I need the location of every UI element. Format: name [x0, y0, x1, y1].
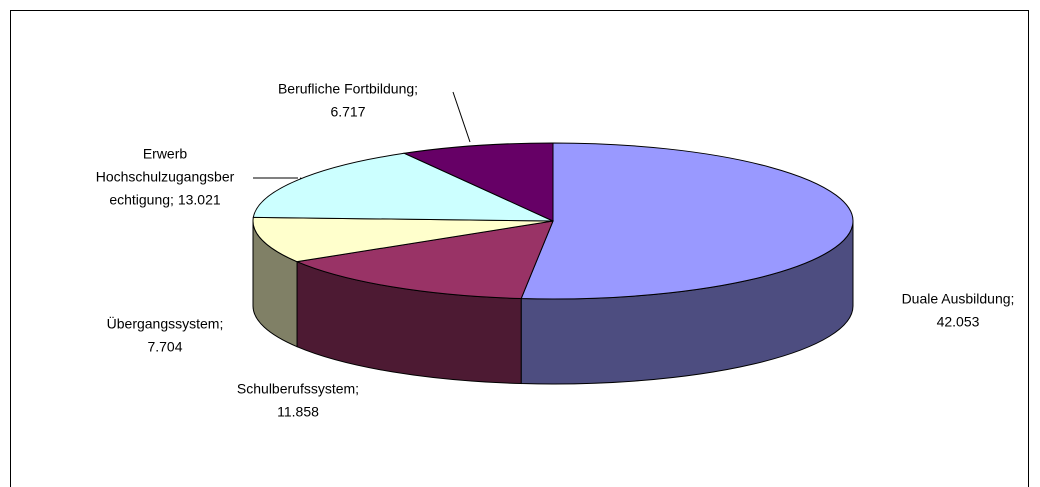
- wedge: [252, 152, 554, 222]
- data-label-line: 7.704: [147, 339, 182, 355]
- data-label: Übergangssystem; 7.704: [107, 315, 224, 355]
- data-label-line: echtigung; 13.021: [109, 192, 221, 208]
- data-label-line: 42.053: [937, 314, 980, 330]
- data-label-line: Hochschulzugangsber: [96, 169, 235, 185]
- data-label-line: Berufliche Fortbildung;: [278, 81, 418, 97]
- data-label: Schulberufssystem; 11.858: [237, 381, 359, 420]
- data-label: Duale Ausbildung; 42.053: [902, 291, 1015, 330]
- wedge: [520, 142, 854, 300]
- wedge: [252, 216, 554, 263]
- data-label-line: 11.858: [277, 404, 319, 420]
- leader-line: [452, 91, 471, 143]
- data-label-line: Übergangssystem;: [107, 315, 224, 332]
- data-label-line: Duale Ausbildung;: [902, 291, 1015, 307]
- wedge: [402, 142, 554, 222]
- data-label: Erwerb Hochschulzugangsber echtigung; 13.0…: [96, 146, 235, 208]
- data-label-line: Schulberufssystem;: [237, 381, 359, 397]
- data-label-line: Erwerb: [143, 146, 188, 162]
- data-label: Berufliche Fortbildung; 6.717: [278, 81, 418, 120]
- wedge: [295, 220, 554, 300]
- data-label-line: 6.717: [330, 104, 365, 120]
